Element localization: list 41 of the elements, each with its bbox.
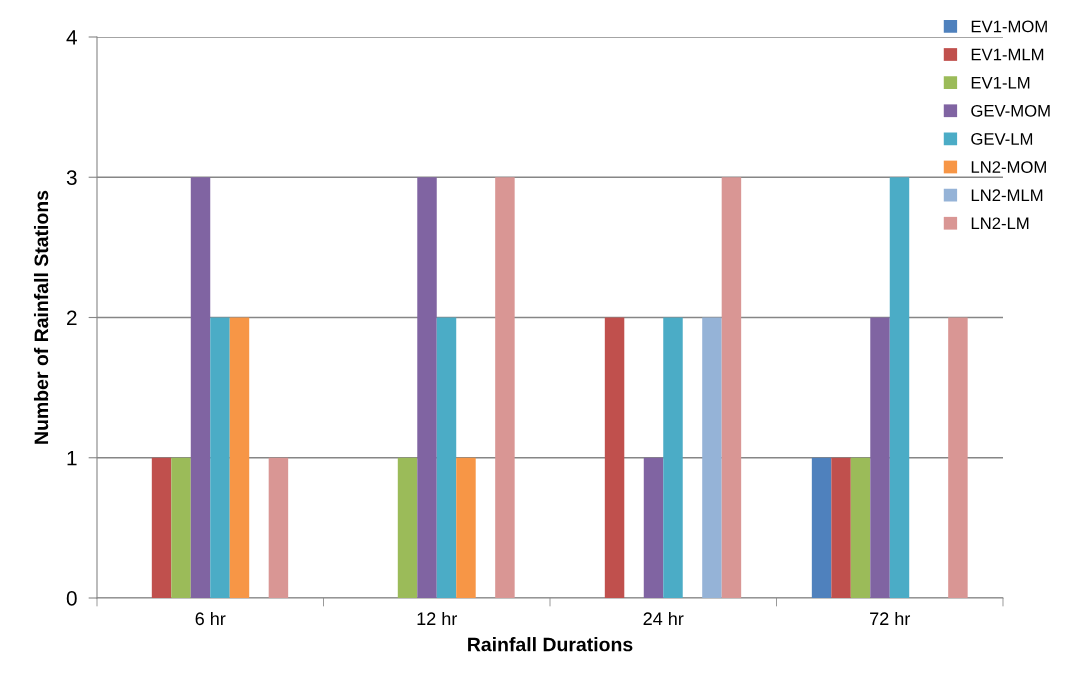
bar [397,457,418,598]
bar [889,177,910,598]
bar [190,177,211,598]
legend-label: GEV-LM [971,133,1033,145]
y-tick-label: 1 [67,450,77,466]
bar [604,317,625,598]
y-tick-label: 2 [67,310,77,326]
bar [417,177,437,598]
bar [268,457,289,598]
x-tick-label: 6 hr [195,611,226,626]
y-tick-label: 4 [66,30,77,45]
bar [831,457,851,598]
bar [811,457,832,598]
x-tick-label: 12 hr [417,611,458,625]
y-tick-label: 3 [66,170,77,185]
y-axis-title: Number of Rainfall Stations [33,190,49,444]
legend-label: LN2-MLM [971,189,1043,201]
legend-label: GEV-MOM [971,104,1050,117]
bar [495,177,515,598]
bar [229,317,250,598]
bar [171,457,191,598]
bar [721,177,742,598]
x-tick-label: 24 hr [643,611,684,625]
bar [850,457,871,598]
bar [663,317,683,598]
bar [151,457,172,598]
x-tick-label: 72 hr [870,611,911,625]
legend-label: LN2-LM [971,217,1029,230]
legend-label: EV1-LM [971,76,1030,89]
bar [456,457,476,598]
bar [948,317,968,598]
bar [643,457,664,598]
legend-label: LN2-MOM [971,161,1046,173]
bar [210,317,230,598]
legend-label: EV1-MLM [971,48,1044,61]
y-tick-label: 0 [66,591,77,606]
bar [436,317,457,598]
legend-label: EV1-MOM [971,20,1047,33]
bar [870,317,890,598]
x-axis-title: Rainfall Durations [468,637,633,652]
bar [702,317,722,598]
